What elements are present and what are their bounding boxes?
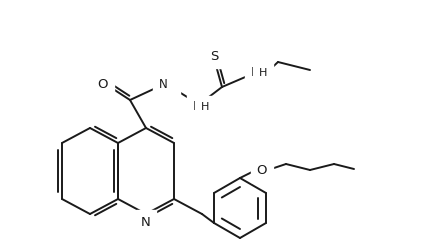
Text: N: N [251, 66, 260, 80]
Text: H: H [259, 68, 268, 78]
Text: O: O [257, 163, 267, 177]
Text: O: O [98, 79, 108, 92]
Text: N: N [141, 216, 151, 228]
Text: S: S [210, 50, 218, 62]
Text: H: H [201, 102, 209, 112]
Text: H: H [166, 80, 174, 90]
Text: N: N [159, 79, 168, 92]
Text: N: N [193, 100, 202, 114]
